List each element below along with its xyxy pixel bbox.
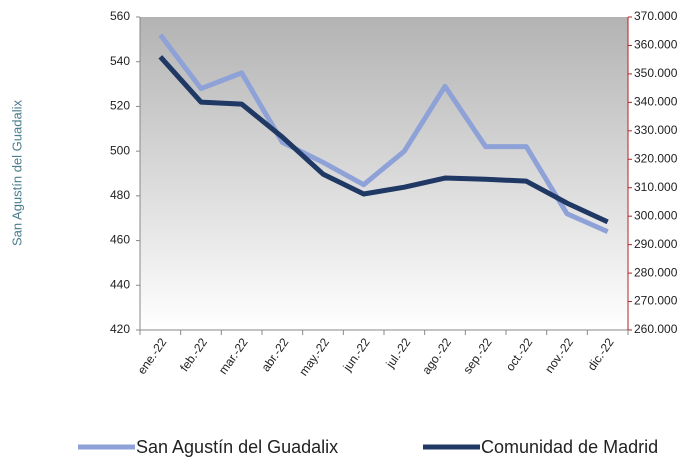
- series-line: [158, 55, 609, 225]
- y2-tick-label: 290.000: [634, 237, 678, 251]
- series-line: [158, 33, 609, 234]
- x-tick-label: feb.-22: [177, 335, 210, 374]
- y2-tick-label: 310.000: [634, 180, 678, 194]
- x-tick-label: mar.-22: [216, 335, 251, 377]
- legend-text: Comunidad de Madrid: [481, 437, 658, 457]
- y-tick-label: 420: [110, 322, 130, 336]
- y-tick-label: 500: [110, 143, 130, 157]
- x-tick-label: may.-22: [296, 335, 332, 378]
- x-tick-label: jul.-22: [383, 335, 414, 371]
- y-tick-label: 480: [110, 188, 130, 202]
- x-tick-label: nov.-22: [542, 335, 576, 375]
- y-tick-label: 440: [110, 277, 130, 291]
- x-tick-label: ene.-22: [135, 335, 170, 377]
- plot-area: [140, 17, 628, 330]
- x-tick-label: dic.-22: [585, 335, 617, 373]
- y-tick-label: 520: [110, 99, 130, 113]
- x-tick-label: ago.-22: [419, 335, 454, 377]
- x-tick-label: jun.-22: [340, 335, 373, 374]
- y2-tick-label: 340.000: [634, 95, 678, 109]
- y2-tick-label: 370.000: [634, 9, 678, 23]
- y2-tick-label: 350.000: [634, 66, 678, 80]
- y2-tick-label: 300.000: [634, 208, 678, 222]
- x-tick-label: sep.-22: [460, 335, 495, 376]
- x-tick-label: abr.-22: [258, 335, 291, 374]
- y-axis-label: San Agustín del Guadalix: [9, 100, 24, 246]
- y2-tick-label: 330.000: [634, 123, 678, 137]
- y-tick-label: 560: [110, 9, 130, 23]
- y2-tick-label: 280.000: [634, 265, 678, 279]
- y2-tick-label: 360.000: [634, 38, 678, 52]
- y2-tick-label: 260.000: [634, 322, 678, 336]
- y2-tick-label: 320.000: [634, 151, 678, 165]
- y-tick-label: 540: [110, 54, 130, 68]
- y-tick-label: 460: [110, 233, 130, 247]
- y2-tick-label: 270.000: [634, 294, 678, 308]
- x-tick-label: oct.-22: [503, 335, 536, 373]
- legend-text: San Agustín del Guadalix: [136, 437, 338, 457]
